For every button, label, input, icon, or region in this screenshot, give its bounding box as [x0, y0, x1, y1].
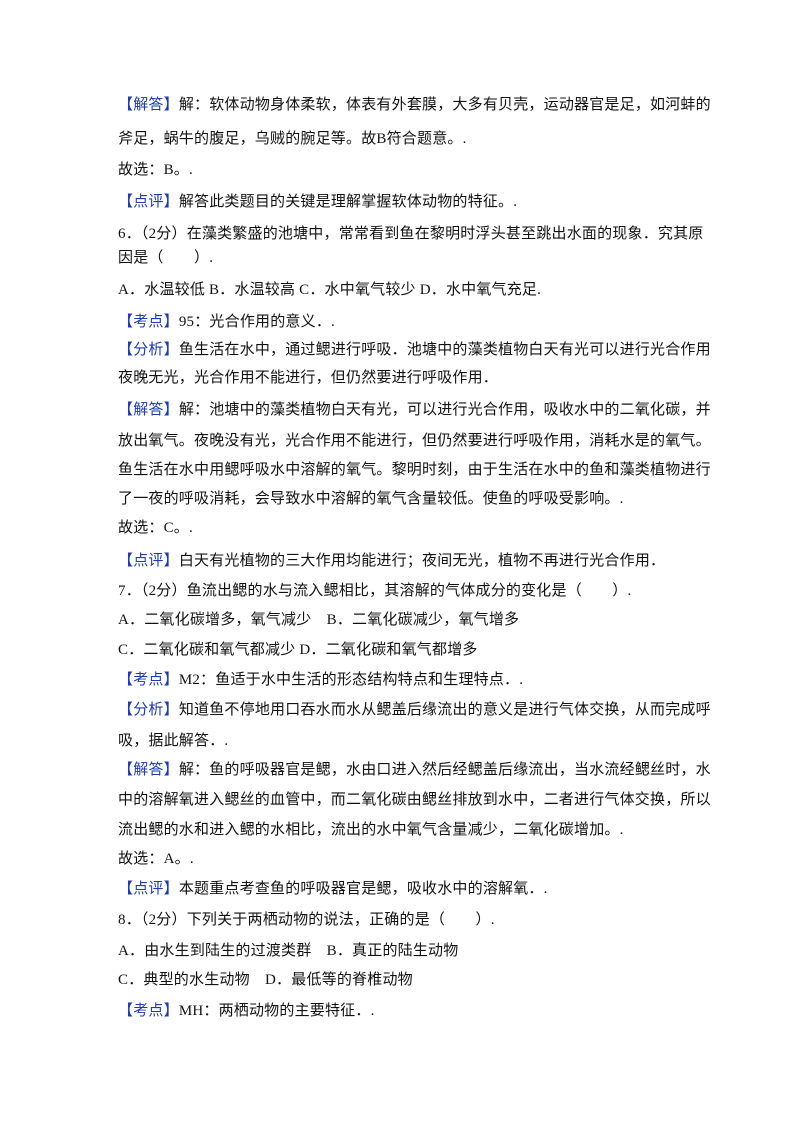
line-text: 解答此类题目的关键是理解掌握软体动物的特征。.	[178, 194, 518, 210]
line-text: A．水温较低 B．水温较高 C．水中氧气较少 D．水中氧气充足.	[118, 282, 542, 298]
line-text: 鱼生活在水中用鳃呼吸水中溶解的氧气。黎明时刻，由于生活在水中的鱼和藻类植物进行	[118, 462, 711, 478]
line-text: 6．（2分）在藻类繁盛的池塘中，常常看到鱼在黎明时浮头甚至跳出水面的现象．究其原	[118, 226, 704, 242]
line-text: 故选：A。.	[118, 851, 194, 867]
text-line: 鱼生活在水中用鳃呼吸水中溶解的氧气。黎明时刻，由于生活在水中的鱼和藻类植物进行	[118, 460, 711, 480]
line-text: 解：软体动物身体柔软，体表有外套膜，大多有贝壳，运动器官是足，如河蚌的	[178, 97, 711, 113]
text-line: 因是（ ）.	[118, 248, 213, 268]
line-text: C．典型的水生动物 D．最低等的脊椎动物	[118, 972, 413, 988]
line-text: A．由水生到陆生的过渡类群 B．真正的陆生动物	[118, 943, 459, 959]
line-text: 因是（ ）.	[118, 250, 214, 266]
line-text: 解：池塘中的藻类植物白天有光，可以进行光合作用，吸收水中的二氧化碳，并	[178, 402, 711, 418]
text-line: 【考点】95：光合作用的意义．.	[118, 312, 335, 332]
line-text: M2：鱼适于水中生活的形态结构特点和生理特点．.	[178, 672, 524, 688]
line-text: 知道鱼不停地用口吞水而水从鳃盖后缘流出的意义是进行气体交换，从而完成呼	[178, 702, 711, 718]
section-tag: 【分析】	[118, 342, 179, 358]
section-tag: 【点评】	[118, 881, 179, 897]
line-text: 8．（2分）下列关于两栖动物的说法，正确的是（ ）.	[118, 912, 495, 928]
text-line: 了一夜的呼吸消耗，会导致水中溶解的氧气含量较低。使鱼的呼吸受影响。.	[118, 489, 624, 509]
text-line: 【点评】解答此类题目的关键是理解掌握软体动物的特征。.	[118, 192, 517, 212]
text-line: C．二氧化碳和氧气都减少 D．二氧化碳和氧气都增多	[118, 640, 478, 660]
text-line: 夜晚无光，光合作用不能进行，但仍然要进行呼吸作用．	[118, 368, 498, 388]
text-line: 中的溶解氧进入鳃丝的血管中，而二氧化碳由鳃丝排放到水中，二者进行气体交换，所以	[118, 790, 711, 810]
section-tag: 【点评】	[118, 553, 179, 569]
text-line: 【考点】MH：两栖动物的主要特征．.	[118, 1001, 375, 1021]
line-text: 本题重点考查鱼的呼吸器官是鳃，吸收水中的溶解氧．.	[178, 881, 548, 897]
section-tag: 【解答】	[118, 402, 179, 418]
text-line: 6．（2分）在藻类繁盛的池塘中，常常看到鱼在黎明时浮头甚至跳出水面的现象．究其原	[118, 224, 704, 244]
text-line: 【考点】M2：鱼适于水中生活的形态结构特点和生理特点．.	[118, 670, 523, 690]
text-line: 【解答】解：池塘中的藻类植物白天有光，可以进行光合作用，吸收水中的二氧化碳，并	[118, 400, 711, 420]
section-tag: 【解答】	[118, 762, 179, 778]
text-line: 吸，据此解答．.	[118, 731, 228, 751]
line-text: A．二氧化碳增多，氧气减少 B．二氧化碳减少，氧气增多	[118, 612, 520, 628]
text-line: 流出鳃的水和进入鳃的水相比，流出的水中氧气含量减少，二氧化碳增加。.	[118, 820, 624, 840]
text-line: 故选：A。.	[118, 849, 194, 869]
line-text: C．二氧化碳和氧气都减少 D．二氧化碳和氧气都增多	[118, 642, 478, 658]
section-tag: 【解答】	[118, 97, 179, 113]
text-line: 【解答】解：软体动物身体柔软，体表有外套膜，大多有贝壳，运动器官是足，如河蚌的	[118, 95, 711, 115]
line-text: 白天有光植物的三大作用均能进行；夜间无光，植物不再进行光合作用．	[178, 553, 666, 569]
text-line: A．由水生到陆生的过渡类群 B．真正的陆生动物	[118, 941, 458, 961]
text-line: 【点评】本题重点考查鱼的呼吸器官是鳃，吸收水中的溶解氧．.	[118, 879, 548, 899]
text-line: 斧足，蜗牛的腹足，乌贼的腕足等。故B符合题意。.	[118, 129, 467, 149]
text-line: 【点评】白天有光植物的三大作用均能进行；夜间无光，植物不再进行光合作用．	[118, 551, 665, 571]
line-text: 95：光合作用的意义．.	[178, 314, 335, 330]
text-line: 7．（2分）鱼流出鳃的水与流入鳃相比，其溶解的气体成分的变化是（ ）.	[118, 581, 631, 601]
text-line: 故选：C。.	[118, 518, 193, 538]
section-tag: 【考点】	[118, 314, 179, 330]
section-tag: 【分析】	[118, 702, 179, 718]
line-text: MH：两栖动物的主要特征．.	[178, 1003, 375, 1019]
line-text: 了一夜的呼吸消耗，会导致水中溶解的氧气含量较低。使鱼的呼吸受影响。.	[118, 491, 624, 507]
line-text: 故选：B。.	[118, 162, 193, 178]
text-line: A．二氧化碳增多，氧气减少 B．二氧化碳减少，氧气增多	[118, 610, 519, 630]
text-line: 【解答】解：鱼的呼吸器官是鳃，水由口进入然后经鳃盖后缘流出，当水流经鳃丝时，水	[118, 760, 711, 780]
text-line: 【分析】鱼生活在水中，通过鳃进行呼吸．池塘中的藻类植物白天有光可以进行光合作用	[118, 340, 711, 360]
line-text: 流出鳃的水和进入鳃的水相比，流出的水中氧气含量减少，二氧化碳增加。.	[118, 822, 624, 838]
text-line: 8．（2分）下列关于两栖动物的说法，正确的是（ ）.	[118, 910, 495, 930]
text-line: 放出氧气。夜晚没有光，光合作用不能进行，但仍然要进行呼吸作用，消耗水是的氧气。	[118, 431, 711, 451]
line-text: 夜晚无光，光合作用不能进行，但仍然要进行呼吸作用．	[118, 370, 499, 386]
line-text: 故选：C。.	[118, 520, 193, 536]
text-line: A．水温较低 B．水温较高 C．水中氧气较少 D．水中氧气充足.	[118, 280, 541, 300]
line-text: 吸，据此解答．.	[118, 733, 229, 749]
line-text: 7．（2分）鱼流出鳃的水与流入鳃相比，其溶解的气体成分的变化是（ ）.	[118, 583, 632, 599]
line-text: 放出氧气。夜晚没有光，光合作用不能进行，但仍然要进行呼吸作用，消耗水是的氧气。	[118, 433, 711, 449]
section-tag: 【考点】	[118, 672, 179, 688]
section-tag: 【点评】	[118, 194, 179, 210]
text-line: C．典型的水生动物 D．最低等的脊椎动物	[118, 970, 413, 990]
line-text: 斧足，蜗牛的腹足，乌贼的腕足等。故B符合题意。.	[118, 131, 467, 147]
line-text: 鱼生活在水中，通过鳃进行呼吸．池塘中的藻类植物白天有光可以进行光合作用	[178, 342, 711, 358]
text-line: 【分析】知道鱼不停地用口吞水而水从鳃盖后缘流出的意义是进行气体交换，从而完成呼	[118, 700, 711, 720]
line-text: 解：鱼的呼吸器官是鳃，水由口进入然后经鳃盖后缘流出，当水流经鳃丝时，水	[178, 762, 711, 778]
line-text: 中的溶解氧进入鳃丝的血管中，而二氧化碳由鳃丝排放到水中，二者进行气体交换，所以	[118, 792, 711, 808]
text-line: 故选：B。.	[118, 160, 193, 180]
section-tag: 【考点】	[118, 1003, 179, 1019]
